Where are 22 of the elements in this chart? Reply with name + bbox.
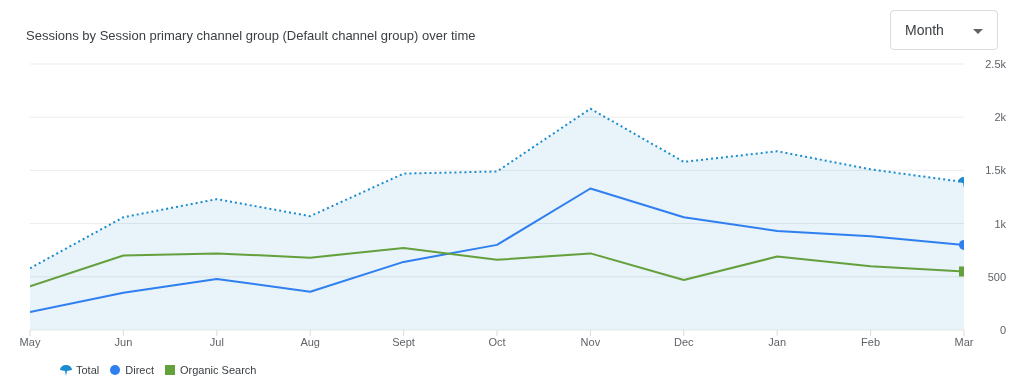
y-tick-label: 500 — [987, 270, 1006, 283]
legend-label: Total — [76, 364, 100, 376]
y-tick-label: 2k — [994, 111, 1007, 124]
x-tick-label: Sept — [392, 335, 415, 348]
y-tick-label: 0 — [999, 323, 1006, 336]
chart-title: Sessions by Session primary channel group (Default channel group) over time — [26, 28, 476, 43]
legend-label: Organic Search — [179, 364, 257, 376]
x-tick-label: Mar — [954, 335, 974, 348]
x-tick-label: Nov — [580, 335, 601, 348]
x-tick-label: Jul — [209, 335, 224, 348]
y-tick-label: 2.5k — [985, 57, 1007, 70]
text: Month — [905, 22, 944, 38]
x-tick-label: Feb — [861, 335, 881, 348]
x-tick-label: Dec — [674, 335, 695, 348]
y-tick-label: 1.5k — [985, 164, 1007, 177]
x-tick-label: May — [19, 335, 41, 348]
y-tick-label: 1k — [994, 217, 1007, 230]
x-tick-label: Jun — [114, 335, 133, 348]
x-tick-label: Oct — [488, 335, 506, 348]
legend-label: Direct — [125, 364, 154, 376]
x-tick-label: Aug — [300, 335, 320, 348]
x-tick-label: Jan — [768, 335, 787, 348]
